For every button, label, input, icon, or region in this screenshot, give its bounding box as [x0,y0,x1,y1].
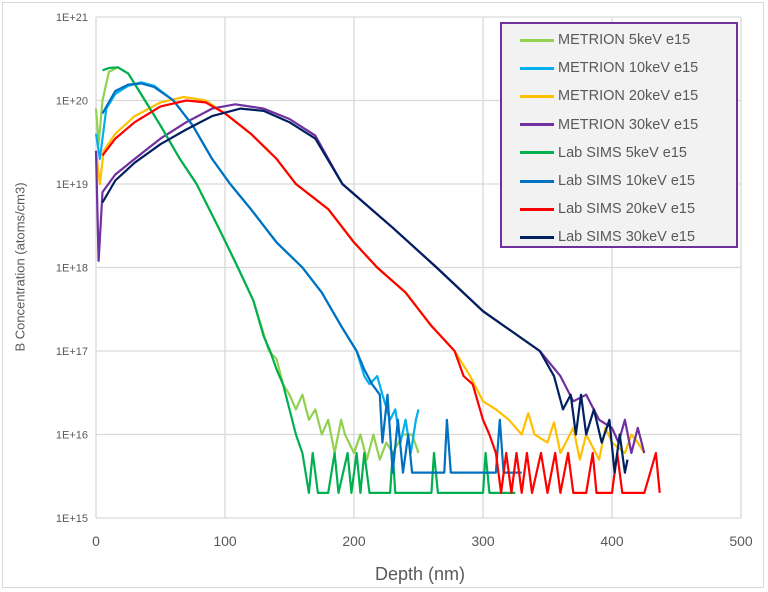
legend-item: METRION 10keV e15 [502,57,698,79]
x-tick-labels: 0 100 200 300 400 500 [92,533,753,549]
x-tick-label: 100 [213,533,237,549]
x-axis-title: Depth (nm) [374,564,466,584]
legend-label: METRION 10keV e15 [558,60,699,77]
legend-label: Lab SIMS 10keV e15 [558,173,696,189]
y-tick-label: 1E+17 [56,346,88,358]
legend-swatch [520,179,554,183]
legend-item: METRION 20keV e15 [502,85,698,107]
legend-label: METRION 30keV e15 [558,116,699,133]
legend-swatch [520,123,554,127]
legend-label: METRION 20keV e15 [558,88,699,105]
legend-label: Lab SIMS 5keV e15 [558,144,687,161]
legend: METRION 5keV e15 METRION 10keV e15 METRION… [500,22,738,248]
y-tick-label: 1E+20 [56,96,88,108]
legend-label: Lab SIMS 20keV e15 [558,201,696,218]
x-tick-label: 300 [471,533,495,549]
legend-swatch [520,66,554,70]
y-tick-label: 1E+15 [56,513,88,525]
series-line-lab-sims-10kev-e15 [101,82,522,474]
x-tick-label: 500 [729,533,753,549]
y-tick-label: 1E+19 [56,179,88,191]
legend-swatch [520,235,554,239]
legend-item: METRION 5keV e15 [502,29,690,51]
series-line-lab-sims-20kev-e15 [101,99,661,494]
series-line-lab-sims-5kev-e15 [102,66,516,494]
legend-label: Lab SIMS 30keV e15 [558,229,696,246]
x-tick-label: 400 [600,533,624,549]
legend-swatch [520,94,554,98]
legend-swatch [520,207,554,211]
y-axis-title: B Concentration (atoms/cm3) [12,182,28,352]
legend-swatch [520,151,554,155]
series-line-metrion-20kev-e15 [94,95,646,461]
x-tick-label: 0 [92,533,100,549]
series-lines [94,66,661,494]
x-tick-label: 200 [342,533,366,549]
y-tick-label: 1E+16 [56,430,88,442]
legend-item: METRION 30keV e15 [502,114,698,136]
legend-item: Lab SIMS 5keV e15 [502,142,687,164]
y-tick-label: 1E+21 [56,12,88,24]
legend-item: Lab SIMS 20keV e15 [502,198,695,220]
legend-item: Lab SIMS 10keV e15 [502,170,695,192]
legend-item: Lab SIMS 30keV e15 [502,226,695,248]
series-line-lab-sims-30kev-e15 [101,107,629,474]
y-tick-label: 1E+18 [56,263,88,275]
legend-label: METRION 5keV e15 [558,32,691,48]
legend-swatch [520,38,554,42]
series-line-metrion-5kev-e15 [94,66,420,461]
y-tick-labels: 1E+15 1E+16 1E+17 1E+18 1E+19 1E+20 1E+21 [56,12,88,525]
